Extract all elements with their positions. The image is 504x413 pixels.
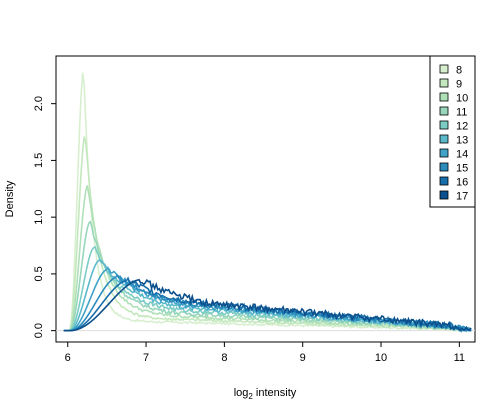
legend-label: 9 — [456, 79, 462, 91]
series-line — [63, 136, 472, 332]
series-line — [63, 278, 472, 333]
y-axis: 0.0 0.5 1.0 1.5 2.0 — [33, 96, 56, 338]
legend-swatch — [439, 92, 449, 102]
legend-label: 10 — [456, 93, 468, 105]
legend-swatch — [439, 134, 449, 144]
x-tick-label: 10 — [375, 352, 387, 364]
legend-label: 17 — [456, 191, 468, 203]
density-curves — [63, 72, 472, 334]
legend-box — [429, 55, 476, 208]
legend-label: 15 — [456, 163, 468, 175]
x-axis-title: log2 intensity — [234, 387, 297, 401]
series-line — [63, 72, 472, 332]
y-tick-label: 0.5 — [33, 266, 45, 281]
legend-label: 12 — [456, 121, 468, 133]
legend-label: 14 — [456, 149, 468, 161]
legend-swatch — [439, 78, 449, 88]
x-tick-label: 8 — [221, 352, 227, 364]
y-tick-label: 0.0 — [33, 323, 45, 338]
legend-swatch — [439, 120, 449, 130]
legend-label: 13 — [456, 135, 468, 147]
y-tick-label: 2.0 — [33, 96, 45, 111]
y-axis-title: Density — [4, 180, 16, 217]
legend-label: 16 — [456, 177, 468, 189]
legend-swatch — [439, 148, 449, 158]
legend-swatch — [439, 176, 449, 186]
x-tick-label: 11 — [454, 352, 465, 364]
x-tick-label: 9 — [300, 352, 306, 364]
series-line — [63, 220, 472, 332]
x-axis: 6 7 8 9 10 11 — [65, 342, 465, 364]
series-line — [63, 185, 472, 332]
legend-swatch — [439, 162, 449, 172]
legend-swatch — [439, 190, 449, 200]
y-tick-label: 1.0 — [33, 210, 45, 225]
legend-label: 11 — [456, 107, 467, 119]
y-tick-label: 1.5 — [33, 153, 45, 168]
legend-swatch — [439, 64, 449, 74]
x-tick-label: 6 — [65, 352, 71, 364]
plot-box — [55, 55, 476, 343]
legend: 8 9 10 11 12 13 14 15 16 17 — [429, 55, 476, 208]
legend-swatch — [439, 106, 449, 116]
legend-label: 8 — [456, 65, 462, 77]
x-tick-label: 7 — [143, 352, 149, 364]
